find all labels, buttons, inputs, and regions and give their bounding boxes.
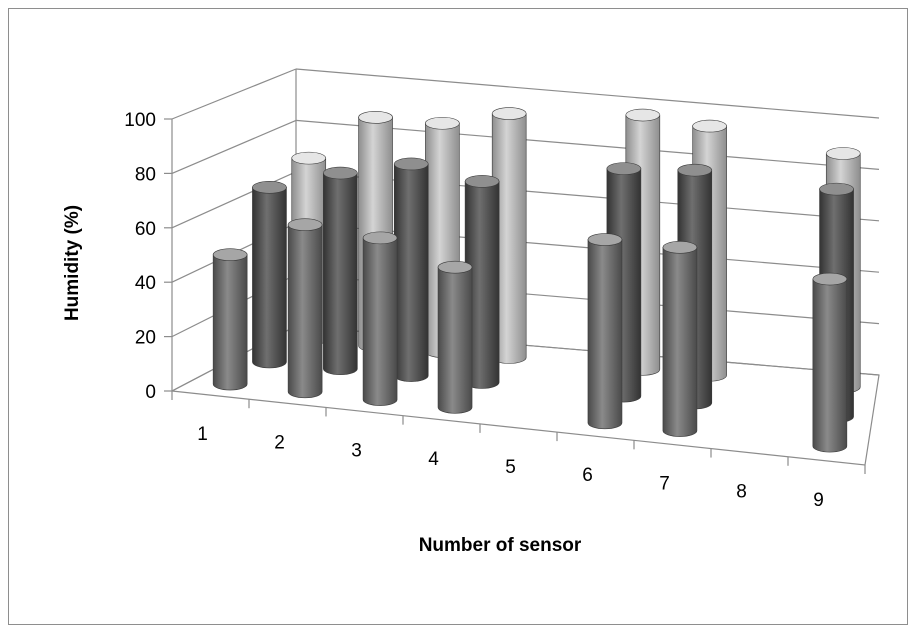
bar-series-2-sensor-1 [252, 181, 287, 369]
bar-series-1-sensor-1 [212, 248, 248, 391]
x-tick-label: 5 [505, 457, 516, 478]
x-tick-label: 2 [274, 432, 285, 453]
y-tick-label: 80 [135, 164, 156, 185]
y-axis-title: Humidity (%) [62, 205, 83, 321]
bar-series-1-sensor-2 [287, 218, 323, 399]
y-tick-label: 60 [135, 219, 156, 240]
chart-area: 0 20 40 60 80 100 1 2 3 4 5 6 7 8 9 Number of sensor Hum… [8, 8, 908, 625]
back-gridline [295, 119, 880, 170]
x-axis-title: Number of sensor [419, 535, 582, 556]
bar-series-1-sensor-4 [437, 260, 473, 414]
side-gridline [171, 171, 297, 229]
bar-series-1-sensor-3 [362, 231, 398, 406]
back-gridline [295, 68, 880, 119]
x-tick-label: 7 [659, 473, 670, 494]
chart-bars [212, 107, 861, 453]
x-tick-label: 9 [813, 490, 824, 511]
bar-series-2-sensor-4 [464, 175, 500, 389]
bar-series-1-sensor-6 [587, 233, 623, 430]
bar-series-3-sensor-4 [491, 107, 527, 364]
back-gridline [295, 222, 880, 273]
chart-labels: 0 20 40 60 80 100 1 2 3 4 5 6 7 8 9 Number of sensor Hum… [62, 110, 824, 556]
side-gridline [171, 68, 297, 120]
bar-series-1-sensor-7 [662, 241, 698, 437]
y-tick-label: 0 [145, 382, 156, 403]
y-tick-label: 40 [135, 273, 156, 294]
bar-series-2-sensor-2 [323, 166, 358, 376]
y-tick-label: 100 [124, 110, 156, 131]
y-tick-label: 20 [135, 328, 156, 349]
x-tick-label: 6 [582, 465, 593, 486]
x-tick-label: 4 [428, 449, 439, 470]
x-tick-label: 1 [197, 424, 208, 445]
back-gridline [295, 171, 880, 222]
bar-series-1-sensor-9 [812, 272, 848, 453]
x-tick-label: 3 [351, 441, 362, 462]
bar-series-2-sensor-3 [393, 157, 429, 382]
x-tick-label: 8 [736, 482, 747, 503]
chart-svg: 0 20 40 60 80 100 1 2 3 4 5 6 7 8 9 Number of sensor Hum… [62, 68, 880, 556]
side-gridline [171, 119, 297, 174]
